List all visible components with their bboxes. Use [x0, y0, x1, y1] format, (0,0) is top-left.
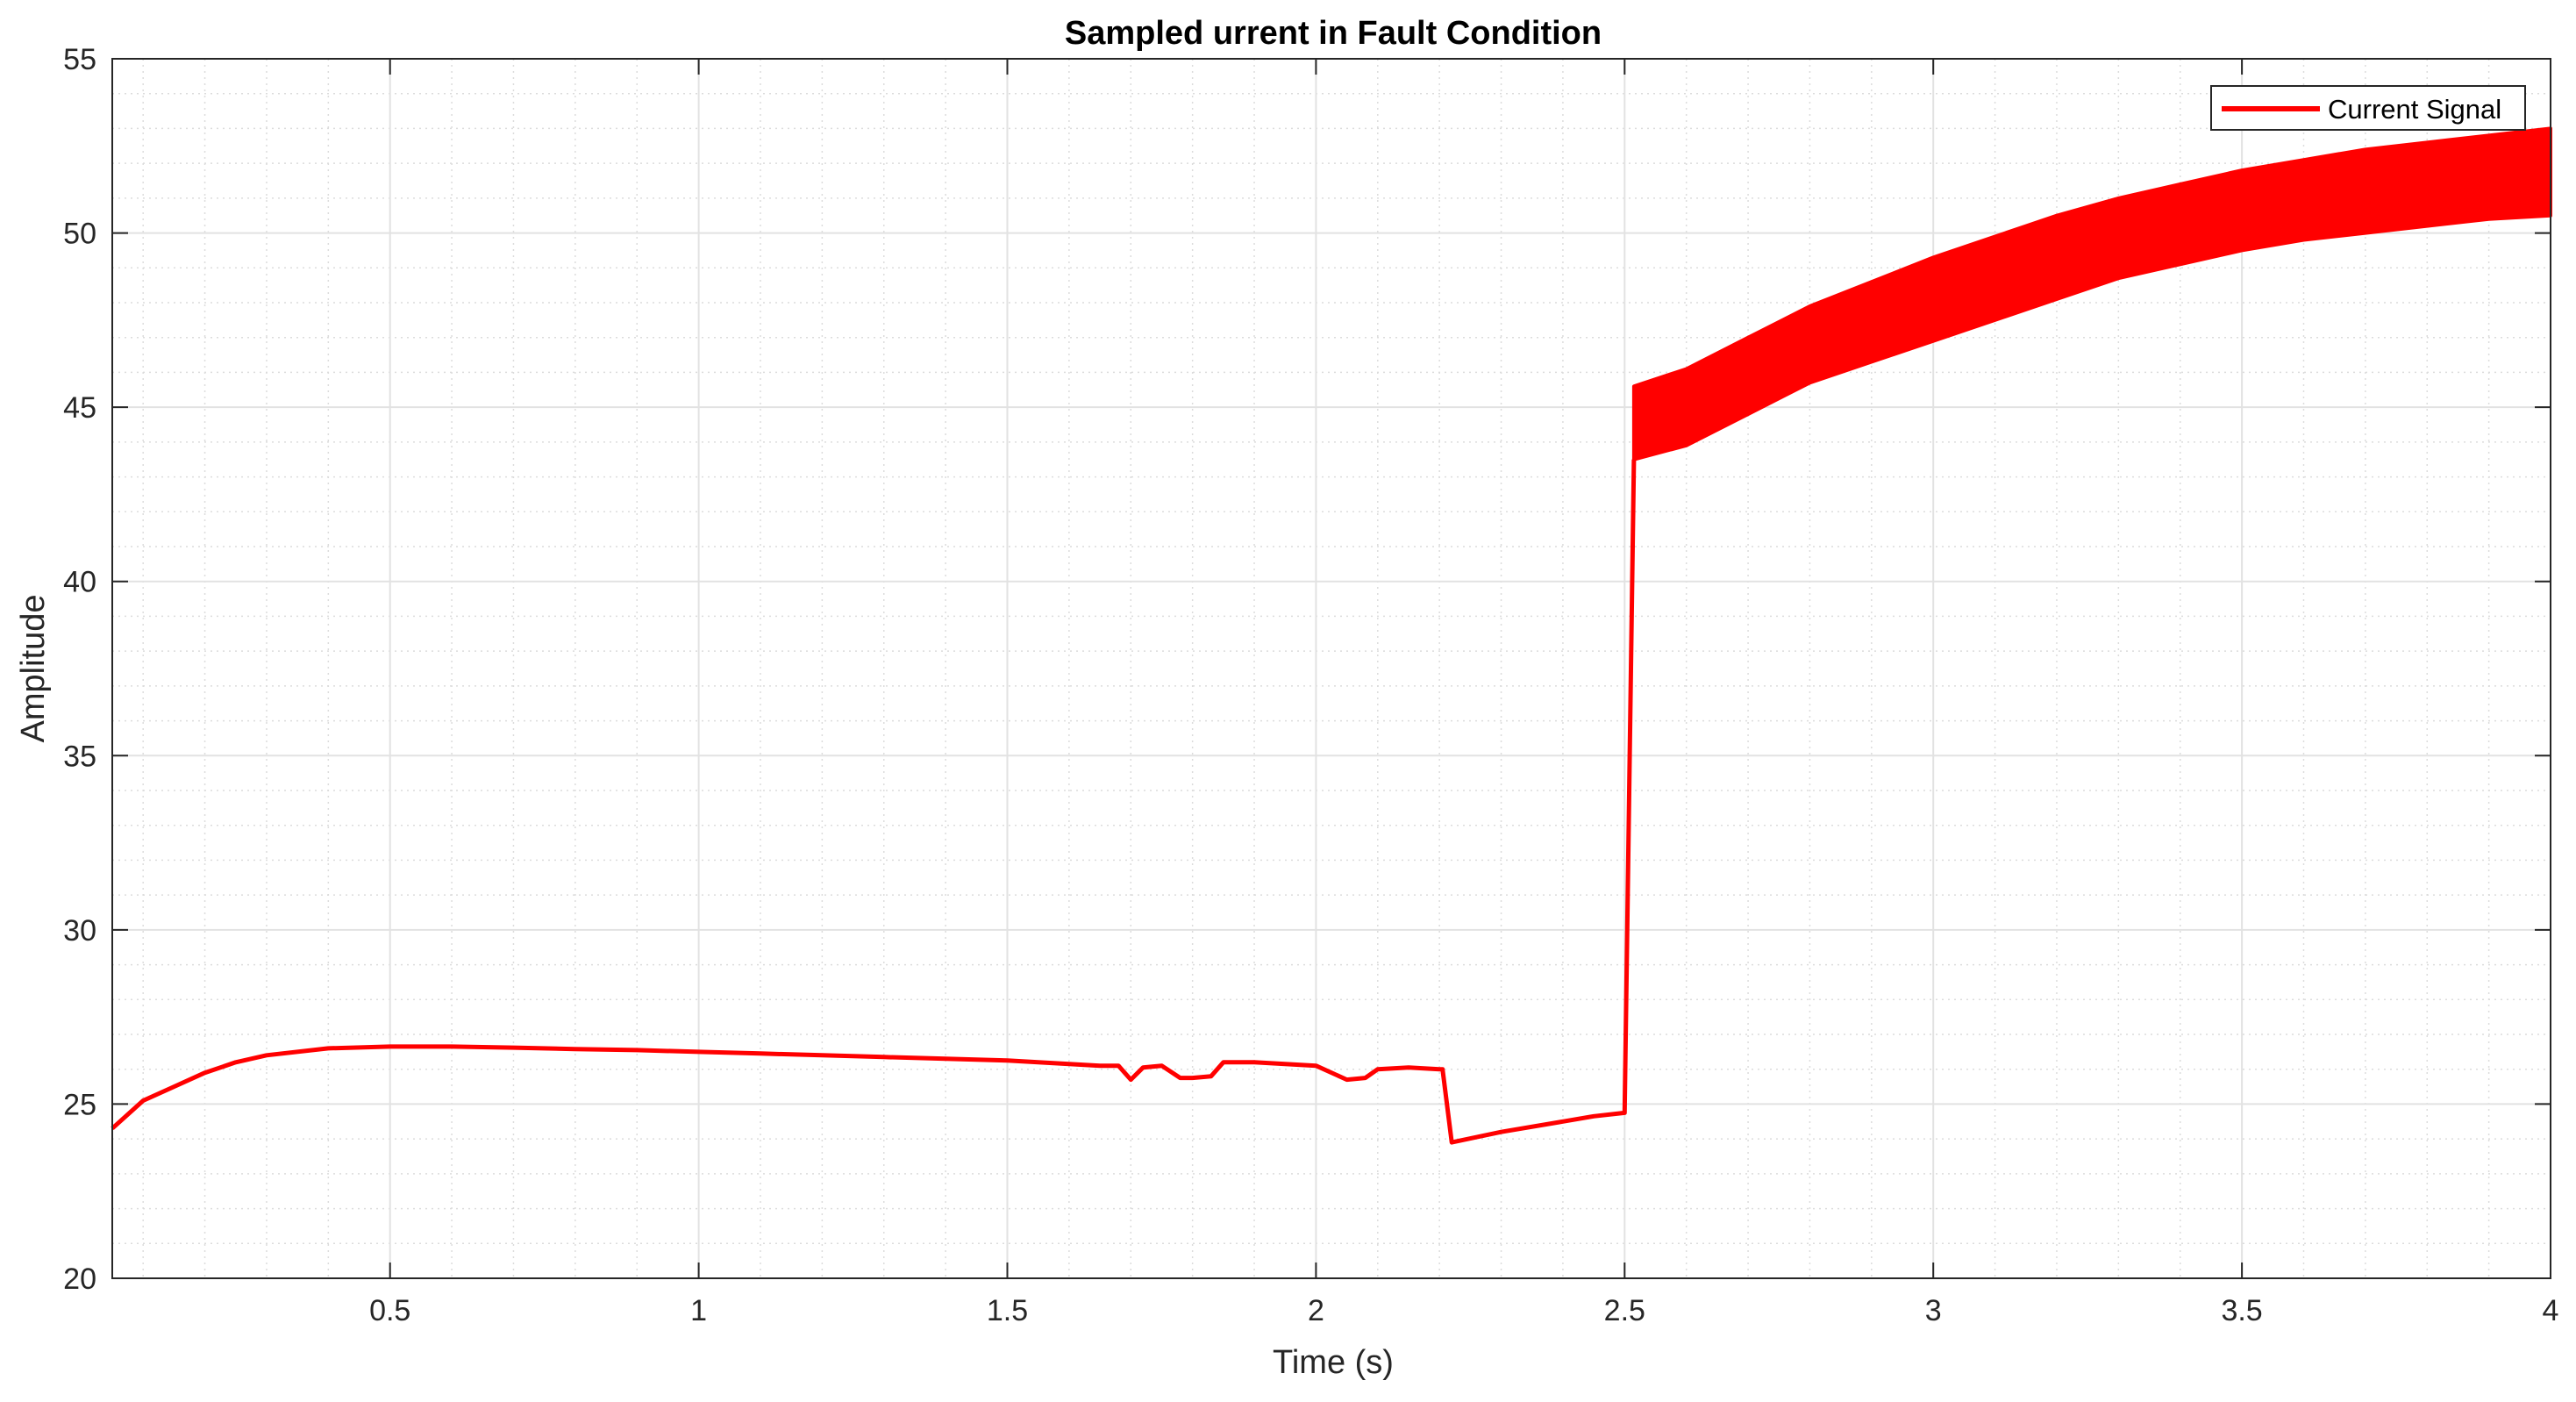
x-tick-label: 1.5 — [987, 1294, 1028, 1327]
ticks-layer — [112, 58, 2551, 1279]
x-tick-labels: 0.5 1 1.5 2 2.5 3 3.5 4 — [369, 1294, 2558, 1327]
y-tick-label: 35 — [63, 740, 96, 773]
x-axis-label: Time (s) — [1273, 1344, 1394, 1381]
y-tick-label: 30 — [63, 914, 96, 948]
series-line-pre-fault — [111, 459, 1637, 1145]
x-tick-label: 0.5 — [369, 1294, 410, 1327]
legend: Current Signal — [2210, 85, 2526, 131]
y-tick-label: 55 — [63, 43, 96, 76]
legend-label: Current Signal — [2328, 94, 2501, 125]
x-tick-label: 1 — [690, 1294, 707, 1327]
plot-frame — [111, 58, 2551, 1279]
y-tick-label: 45 — [63, 391, 96, 425]
y-tick-label: 50 — [63, 218, 96, 251]
x-tick-label: 2 — [1308, 1294, 1324, 1327]
x-tick-label: 3.5 — [2221, 1294, 2262, 1327]
x-tick-label: 3 — [1925, 1294, 1942, 1327]
x-tick-label: 4 — [2543, 1294, 2559, 1327]
y-tick-label: 25 — [63, 1088, 96, 1121]
chart-title: Sampled urrent in Fault Condition — [1065, 15, 1602, 52]
y-tick-label: 40 — [63, 566, 96, 599]
x-tick-label: 2.5 — [1604, 1294, 1645, 1327]
y-tick-labels: 20 25 30 35 40 45 50 55 — [63, 43, 96, 1296]
y-axis-label: Amplitude — [15, 595, 52, 743]
y-tick-label: 20 — [63, 1263, 96, 1296]
